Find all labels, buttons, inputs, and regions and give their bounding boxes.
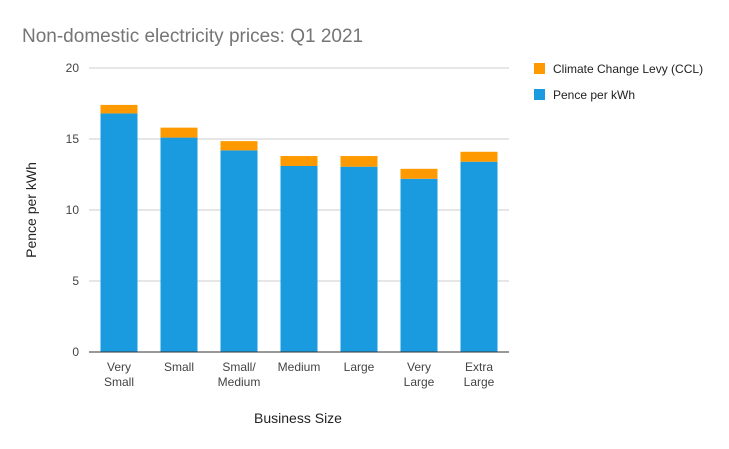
bar-ccl-4 (340, 156, 378, 167)
x-tick-label: Medium (218, 375, 261, 389)
x-tick-label: Small/ (222, 360, 256, 374)
legend-label: Climate Change Levy (CCL) (553, 62, 703, 76)
x-tick-label: Large (404, 375, 435, 389)
y-tick-label: 5 (72, 274, 79, 288)
bar-pence-per-kwh-5 (400, 178, 438, 352)
y-axis-label: Pence per kWh (23, 162, 39, 258)
bar-ccl-6 (460, 151, 498, 162)
bar-ccl-0 (100, 104, 138, 114)
x-tick-label: Medium (278, 360, 321, 374)
y-tick-label: 0 (72, 345, 79, 359)
bar-ccl-1 (160, 127, 198, 138)
bar-pence-per-kwh-2 (220, 150, 258, 352)
bar-pence-per-kwh-4 (340, 166, 378, 352)
x-tick-label: Large (344, 360, 375, 374)
y-tick-label: 20 (66, 61, 80, 75)
x-tick-label: Very (407, 360, 431, 374)
bars (100, 104, 498, 352)
x-axis-label: Business Size (254, 410, 342, 426)
bar-pence-per-kwh-1 (160, 137, 198, 352)
legend-label: Pence per kWh (553, 88, 635, 102)
bar-pence-per-kwh-3 (280, 165, 318, 352)
y-axis-ticks: 0 5 10 15 20 (66, 61, 80, 359)
x-tick-label: Very (107, 360, 131, 374)
y-tick-label: 15 (66, 132, 80, 146)
bar-pence-per-kwh-0 (100, 113, 138, 352)
x-tick-label: Small (104, 375, 134, 389)
chart-title: Non-domestic electricity prices: Q1 2021 (22, 26, 363, 47)
bar-pence-per-kwh-6 (460, 161, 498, 352)
x-tick-label: Large (464, 375, 495, 389)
bar-ccl-5 (400, 168, 438, 179)
bar-ccl-3 (280, 156, 318, 166)
x-tick-label: Extra (465, 360, 493, 374)
y-tick-label: 10 (66, 203, 80, 217)
legend: Climate Change Levy (CCL) Pence per kWh (534, 62, 703, 102)
legend-swatch (534, 89, 545, 100)
legend-swatch (534, 63, 545, 74)
bar-ccl-2 (220, 141, 258, 151)
x-tick-label: Small (164, 360, 194, 374)
